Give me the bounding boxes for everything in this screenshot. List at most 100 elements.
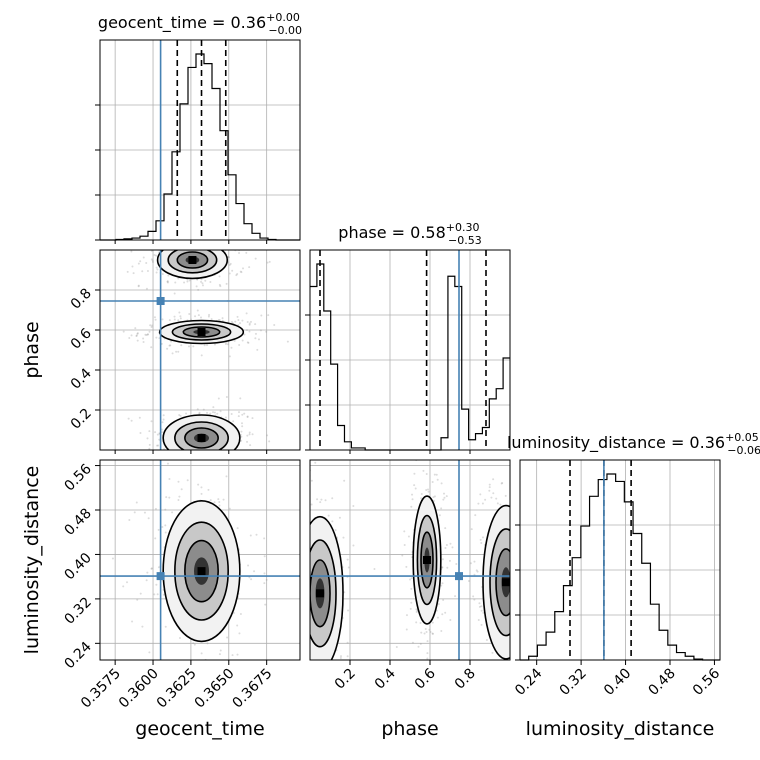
sample-point <box>179 315 182 318</box>
sample-point <box>291 609 293 611</box>
sample-point <box>504 494 507 497</box>
sample-point <box>501 482 504 485</box>
sample-point <box>200 652 203 655</box>
sample-point <box>179 452 181 454</box>
sample-point <box>246 415 249 418</box>
sample-point <box>420 631 423 634</box>
sample-point <box>226 343 229 346</box>
sample-point <box>168 319 171 322</box>
sample-point <box>136 339 139 342</box>
sample-point <box>342 536 345 539</box>
sample-point <box>326 663 328 665</box>
sample-point <box>145 237 147 239</box>
sample-point <box>521 559 523 561</box>
sample-point <box>126 581 129 584</box>
sample-point <box>517 619 519 621</box>
sample-point <box>317 721 319 723</box>
sample-point <box>426 640 429 643</box>
sample-point <box>139 592 142 595</box>
sample-point <box>161 421 164 424</box>
sample-point <box>515 550 517 552</box>
sample-point <box>527 635 529 637</box>
sample-point <box>305 553 307 555</box>
sample-point <box>331 520 334 523</box>
sample-point <box>210 318 213 321</box>
sample-point <box>127 417 130 420</box>
sample-point <box>488 483 491 486</box>
density-peak <box>188 256 197 264</box>
sample-point <box>511 593 513 595</box>
sample-point <box>180 344 183 347</box>
sample-point <box>216 412 219 415</box>
sample-point <box>300 585 302 587</box>
sample-point <box>314 461 317 464</box>
sample-point <box>478 605 481 608</box>
sample-point <box>219 247 221 249</box>
sample-point <box>192 345 195 348</box>
sample-point <box>175 350 178 353</box>
sample-point <box>192 451 194 453</box>
sample-point <box>514 576 516 578</box>
sample-point <box>232 420 235 423</box>
sample-point <box>209 458 211 460</box>
sample-point <box>395 646 398 649</box>
sample-point <box>177 277 180 280</box>
sample-point <box>180 248 182 250</box>
sample-point <box>200 486 203 489</box>
sample-point <box>474 514 477 517</box>
sample-point <box>352 544 355 547</box>
sample-point <box>155 254 158 257</box>
sample-point <box>333 666 335 668</box>
sample-point <box>286 593 288 595</box>
sample-point <box>171 352 174 355</box>
sample-point <box>284 727 286 729</box>
sample-point <box>151 261 154 264</box>
sample-point <box>180 488 183 491</box>
sample-point <box>435 473 438 476</box>
sample-point <box>346 641 349 644</box>
panel-frame <box>309 249 511 451</box>
sample-point <box>289 600 291 602</box>
sample-point <box>236 315 239 318</box>
sample-point <box>478 602 481 605</box>
density-panel-luminosity_distance-vs-phase <box>284 459 529 729</box>
sample-point <box>135 334 138 337</box>
sample-point <box>192 245 194 247</box>
sample-point <box>228 507 231 510</box>
sample-point <box>481 502 484 505</box>
x-tick-label: 0.6 <box>412 665 439 692</box>
sample-point <box>225 452 227 454</box>
sample-point <box>420 493 423 496</box>
sample-point <box>285 591 287 593</box>
x-tick-label: 0.24 <box>512 665 545 698</box>
sample-point <box>145 287 148 290</box>
sample-point <box>169 344 172 347</box>
sample-point <box>499 670 501 672</box>
sample-point <box>480 541 483 544</box>
sample-point <box>516 606 518 608</box>
sample-point <box>347 566 350 569</box>
sample-point <box>317 694 319 696</box>
sample-point <box>414 487 417 490</box>
sample-point <box>156 433 159 436</box>
sample-point <box>236 624 239 627</box>
sample-point <box>326 670 328 672</box>
sample-point <box>156 476 158 478</box>
sample-point <box>254 323 257 326</box>
sample-point <box>521 609 523 611</box>
sample-point <box>249 444 252 447</box>
sample-point <box>221 467 223 469</box>
title-text-luminosity_distance: luminosity_distance = 0.36 <box>507 433 725 453</box>
sample-point <box>214 247 216 249</box>
sample-point <box>496 702 498 704</box>
sample-point <box>199 451 201 453</box>
sample-point <box>170 467 172 469</box>
sample-point <box>476 570 479 573</box>
sample-point <box>291 610 293 612</box>
sample-point <box>142 256 145 259</box>
sample-point <box>432 496 435 499</box>
sample-point <box>165 496 168 499</box>
sample-point <box>415 608 418 611</box>
sample-point <box>227 256 230 259</box>
sample-point <box>217 397 220 400</box>
